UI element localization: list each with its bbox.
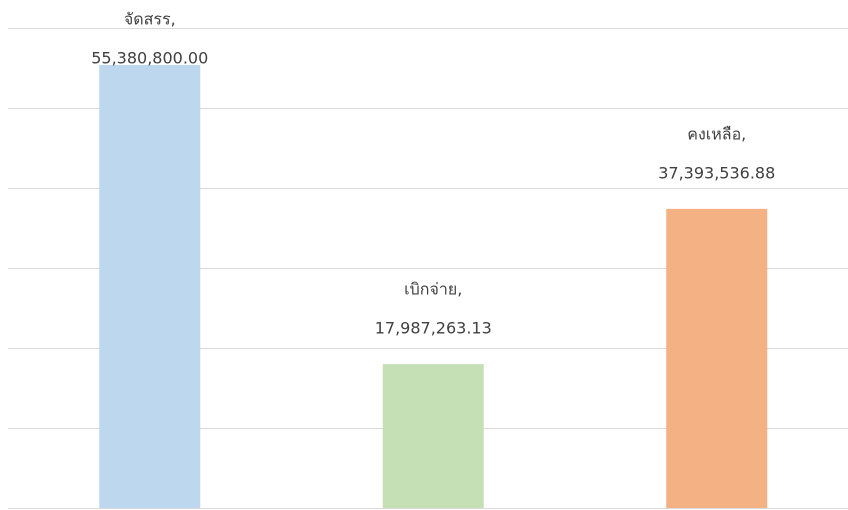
data-label-category: จัดสรร, bbox=[124, 10, 176, 29]
data-label-category: เบิกจ่าย, bbox=[404, 280, 462, 299]
bar bbox=[666, 208, 768, 509]
data-label-category: คงเหลือ, bbox=[687, 124, 746, 143]
bar bbox=[382, 364, 484, 508]
data-label-value: 37,393,536.88 bbox=[658, 163, 775, 182]
data-label-value: 17,987,263.13 bbox=[375, 319, 492, 338]
data-label-value: 55,380,800.00 bbox=[91, 49, 208, 68]
bar bbox=[99, 64, 201, 508]
